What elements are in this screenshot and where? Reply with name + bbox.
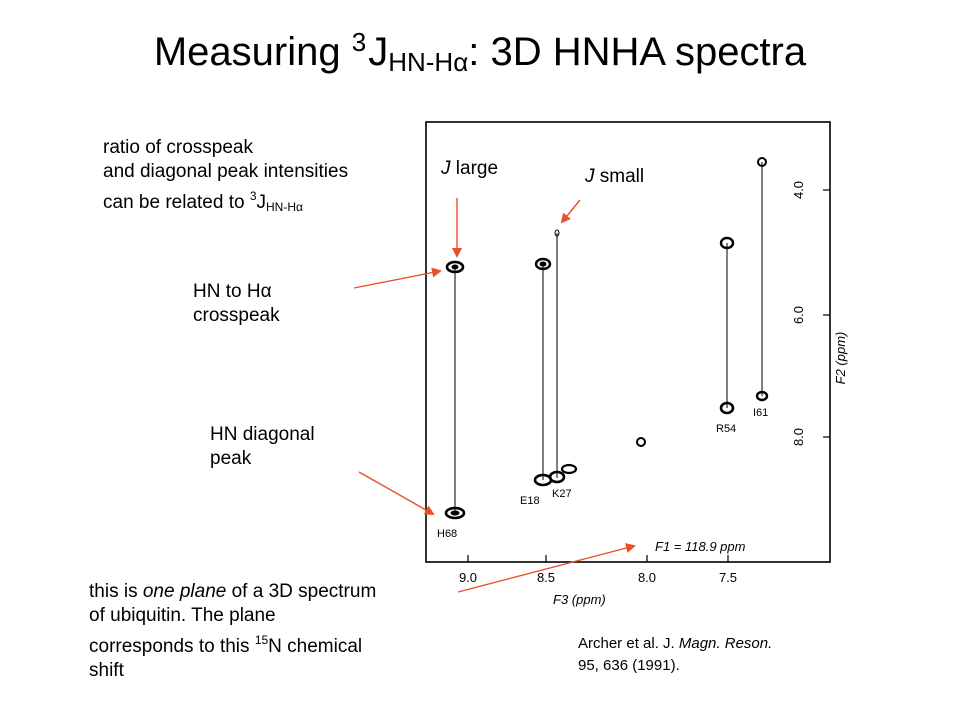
- peak-label-k27: K27: [552, 488, 572, 500]
- j-large-word: large: [450, 158, 499, 179]
- peak-label-e18: E18: [520, 495, 540, 507]
- plane-line-3-a: corresponds to this: [89, 636, 255, 657]
- plane-arrow: [457, 543, 636, 593]
- f2-tick-label: 8.0: [791, 428, 806, 446]
- j-small-word: small: [594, 166, 645, 187]
- ratio-subscript: HN-Hα: [266, 200, 303, 214]
- ratio-line-3: can be related to 3JHN-Hα: [103, 184, 348, 219]
- crosspeak-line-1: HN to Hα: [193, 281, 272, 302]
- peak-label-h68: H68: [437, 528, 457, 540]
- isolated-peak: [636, 437, 646, 447]
- i61-diagonal-peak: [755, 390, 769, 402]
- plane-line-3: corresponds to this 15N chemical: [89, 628, 376, 659]
- plane-line-1-a: this is: [89, 581, 143, 602]
- citation-line-2: 95, 636 (1991).: [578, 657, 680, 674]
- diagonal-line-2: peak: [210, 448, 252, 469]
- e18-crosspeak: [534, 257, 552, 271]
- ratio-explanation: ratio of crosspeak and diagonal peak int…: [103, 136, 348, 219]
- title-subscript: HN-Hα: [388, 47, 469, 77]
- ratio-line-3-text: can be related to: [103, 192, 250, 213]
- r54-diagonal-peak: [719, 401, 735, 415]
- plane-line-2: of ubiquitin. The plane: [89, 605, 276, 626]
- title-suffix: : 3D HNHA spectra: [468, 30, 807, 74]
- crosspeak-line-2: crosspeak: [193, 305, 280, 326]
- title-superscript: 3: [351, 27, 367, 57]
- ratio-j: J: [256, 192, 267, 213]
- j-small-j: J: [585, 166, 595, 187]
- j-small-arrow: [560, 199, 581, 224]
- citation-line-1-a: Archer et al. J.: [578, 635, 679, 652]
- j-small-label: J small: [585, 165, 644, 189]
- plane-line-4: shift: [89, 660, 124, 681]
- plane-line-3-b: N chemical: [268, 636, 363, 657]
- f2-axis: 4.0 6.0 8.0 F2 (ppm): [791, 181, 848, 446]
- h68-diagonal-peak: [444, 506, 466, 520]
- ratio-superscript: 3: [249, 189, 257, 203]
- diagonal-arrow: [358, 471, 435, 515]
- crosspeak-arrow: [353, 267, 442, 289]
- f2-tick-label: 4.0: [791, 181, 806, 199]
- f3-tick-label: 9.0: [459, 570, 477, 585]
- diagonal-label: HN diagonal peak: [210, 423, 315, 471]
- spectrum-frame: [425, 121, 831, 563]
- peak-label-i61: I61: [753, 407, 768, 419]
- peak-label-r54: R54: [716, 423, 736, 435]
- h68-diagonal-core: [450, 510, 460, 516]
- f3-axis: 9.0 8.5 8.0 7.5 F3 (ppm): [459, 555, 737, 607]
- j-large-label: J large: [441, 157, 498, 181]
- k27-crosspeak: [554, 229, 560, 237]
- f2-axis-label: F2 (ppm): [833, 332, 848, 385]
- ratio-line-2: and diagonal peak intensities: [103, 161, 349, 182]
- r54-crosspeak: [719, 236, 735, 250]
- f3-tick-label: 8.5: [537, 570, 555, 585]
- h68-crosspeak-core: [451, 264, 459, 270]
- f3-tick-label: 7.5: [719, 570, 737, 585]
- plane-superscript: 15: [254, 633, 269, 647]
- j-large-j: J: [441, 158, 451, 179]
- e18-crosspeak-core: [539, 261, 547, 267]
- plane-explanation: this is one plane of a 3D spectrum of ub…: [89, 580, 376, 683]
- crosspeak-label: HN to Hα crosspeak: [193, 280, 280, 328]
- plane-line-1-b: of a 3D spectrum: [226, 581, 377, 602]
- f3-tick-label: 8.0: [638, 570, 656, 585]
- plane-line-1-em: one plane: [142, 581, 227, 602]
- f3-axis-label: F3 (ppm): [553, 592, 606, 607]
- diagonal-cluster-peak: [560, 463, 578, 475]
- ratio-line-1: ratio of crosspeak: [103, 137, 253, 158]
- title-j: J: [368, 30, 389, 74]
- slide-title: Measuring 3JHN-Hα: 3D HNHA spectra: [0, 27, 960, 77]
- title-prefix: Measuring: [153, 30, 352, 74]
- k27-diagonal-peak: [548, 470, 566, 484]
- h68-crosspeak: [445, 260, 465, 274]
- f2-tick-label: 6.0: [791, 306, 806, 324]
- citation: Archer et al. J. Magn. Reson. 95, 636 (1…: [578, 633, 772, 677]
- plane-line-1: this is one plane of a 3D spectrum: [89, 580, 376, 604]
- i61-crosspeak: [757, 157, 767, 167]
- citation-journal: Magn. Reson.: [678, 635, 773, 652]
- f1-plane-label: F1 = 118.9 ppm: [655, 539, 746, 554]
- diagonal-line-1: HN diagonal: [210, 424, 315, 445]
- citation-line-1: Archer et al. J. Magn. Reson.: [578, 633, 772, 655]
